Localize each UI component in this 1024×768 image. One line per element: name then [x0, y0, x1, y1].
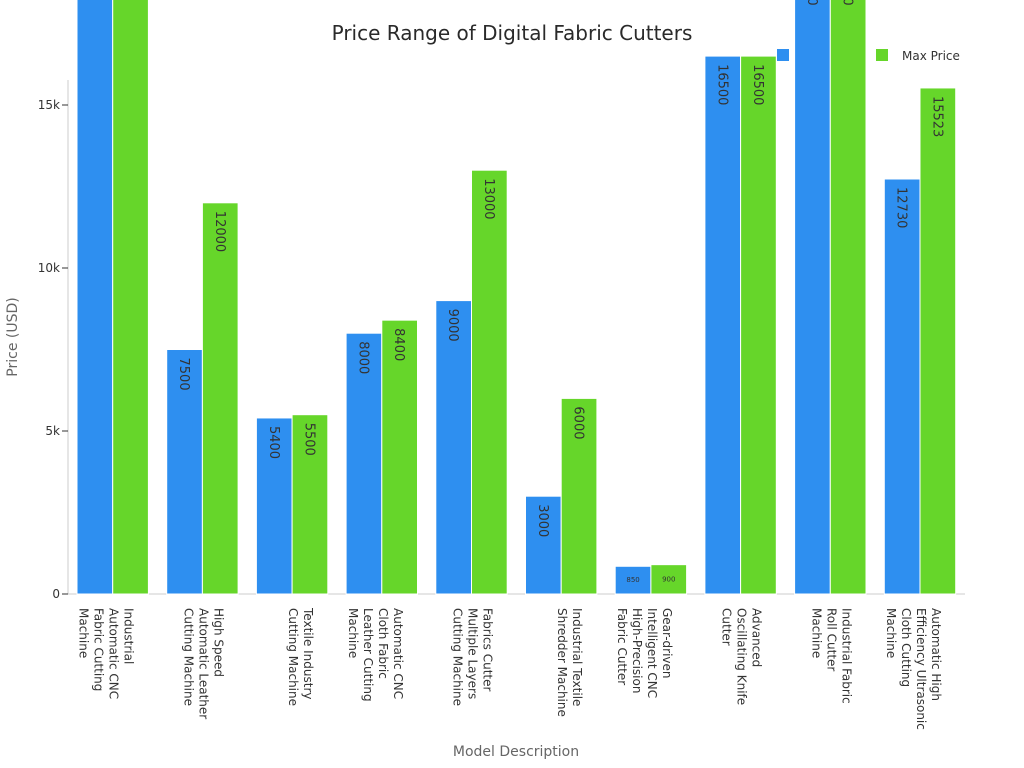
x-category-label: IndustrialAutomatic CNCFabric CuttingMac…	[77, 608, 136, 699]
data-label: 8000	[355, 341, 370, 374]
x-category-label: AdvancedOscillating KnifeCutter	[720, 608, 764, 705]
x-category-label: Textile IndustryCutting Machine	[286, 607, 315, 706]
x-category-label: Gear-drivenIntelligent CNCHigh-Precision…	[615, 608, 674, 698]
data-label: 13000	[481, 178, 496, 219]
x-category-label-line: Cutter	[720, 608, 734, 646]
y-axis-ticks: 05k10k15k20k25k30k	[38, 98, 68, 601]
bar-max-price[interactable]	[381, 319, 418, 595]
bar-min-price[interactable]	[704, 55, 742, 595]
bar-max-price[interactable]	[201, 202, 239, 595]
chart-title: Price Range of Digital Fabric Cutters	[332, 21, 693, 45]
x-category-label-line: Machine	[884, 608, 898, 658]
x-category-label-line: Fabrics Cutter	[481, 608, 495, 691]
y-tick-label: 0	[52, 587, 60, 601]
legend-swatch-max-price[interactable]	[876, 49, 888, 61]
data-label: 16500	[714, 64, 729, 105]
x-category-label-line: Efficiency Ultrasonic	[914, 608, 928, 730]
x-category-label-line: Cloth Fabric	[376, 608, 390, 679]
x-category-label-line: Automatic CNC	[391, 608, 405, 699]
bars-group	[76, 0, 957, 595]
legend-swatch-min-price[interactable]	[777, 49, 789, 61]
bar-min-price[interactable]	[76, 0, 114, 595]
x-category-label-line: Multiple Layers	[466, 608, 480, 699]
data-label: 16500	[750, 64, 765, 105]
x-category-label-line: Fabric Cutter	[615, 608, 629, 685]
data-label: 12730	[894, 187, 909, 228]
x-category-label-line: Machine	[77, 608, 91, 658]
x-category-label-line: Oscillating Knife	[735, 608, 749, 705]
x-category-label-line: Gear-driven	[660, 608, 674, 679]
x-category-label-line: Automatic Leather	[196, 608, 210, 719]
bar-min-price[interactable]	[794, 0, 831, 595]
legend-label-max-price[interactable]: Max Price	[902, 49, 960, 63]
y-axis-title: Price (USD)	[5, 297, 21, 376]
data-label: 15523	[929, 96, 944, 137]
data-label: 9000	[445, 309, 460, 342]
bar-max-price[interactable]	[650, 564, 688, 595]
x-category-label: Industrial FabricRoll CutterMachine	[809, 608, 853, 704]
data-label: 900	[662, 575, 675, 583]
y-tick-label: 10k	[38, 261, 60, 275]
bar-min-price[interactable]	[435, 300, 472, 595]
bar-min-price[interactable]	[166, 349, 203, 595]
x-category-label-line: High Speed	[211, 608, 225, 677]
x-category-label-line: Industrial Textile	[570, 608, 584, 706]
x-category-label-line: Automatic High	[929, 608, 943, 701]
bar-min-price[interactable]	[883, 178, 921, 595]
data-label: 19560	[840, 0, 855, 6]
x-axis-title: Model Description	[453, 744, 579, 760]
x-category-label-line: Intelligent CNC	[645, 608, 659, 698]
data-label: 5500	[301, 423, 316, 456]
y-tick-label: 15k	[38, 98, 60, 112]
x-category-label-line: Leather Cutting	[361, 608, 375, 702]
x-category-label-line: High-Precision	[630, 608, 644, 693]
data-label: 6000	[571, 406, 586, 439]
x-category-label-line: Cutting Machine	[451, 608, 465, 706]
bar-min-price[interactable]	[345, 332, 383, 595]
data-label: 3000	[535, 504, 550, 537]
x-category-label: Industrial TextileShredder Machine	[555, 608, 584, 717]
data-label: 19560	[804, 0, 819, 6]
x-category-label: Fabrics CutterMultiple LayersCutting Mac…	[451, 608, 495, 706]
data-label: 850	[626, 576, 639, 584]
bar-max-price[interactable]	[560, 397, 598, 595]
bar-min-price[interactable]	[614, 565, 652, 595]
x-category-label-line: Cutting Machine	[286, 608, 300, 706]
x-category-label-line: Machine	[809, 608, 823, 658]
x-category-label-line: Machine	[346, 608, 360, 658]
x-category-label-line: Fabric Cutting	[92, 608, 106, 691]
data-label: 5400	[266, 426, 281, 459]
x-category-label: Automatic CNCCloth FabricLeather Cutting…	[346, 608, 405, 702]
bar-max-price[interactable]	[919, 87, 957, 595]
data-label: 8400	[391, 328, 406, 361]
x-category-label: Automatic HighEfficiency UltrasonicCloth…	[884, 608, 943, 730]
y-tick-label: 5k	[45, 424, 60, 438]
data-label: 12000	[212, 211, 227, 252]
data-label: 7500	[176, 358, 191, 391]
x-category-label-line: Roll Cutter	[824, 608, 838, 671]
x-category-label-line: Industrial Fabric	[839, 608, 853, 704]
x-category-label-line: Automatic CNC	[107, 608, 121, 699]
x-category-label-line: Cutting Machine	[181, 608, 195, 706]
bar-max-price[interactable]	[829, 0, 867, 595]
x-category-label-line: Industrial	[122, 608, 136, 664]
x-category-label-line: Advanced	[750, 608, 764, 667]
x-category-label-line: Shredder Machine	[555, 608, 569, 717]
bar-max-price[interactable]	[471, 169, 508, 595]
x-category-label-line: Cloth Cutting	[899, 608, 913, 687]
data-labels-group: 2000030000750012000540055008000840090001…	[176, 0, 944, 584]
x-axis-category-labels: IndustrialAutomatic CNCFabric CuttingMac…	[77, 607, 943, 730]
bar-max-price[interactable]	[740, 55, 777, 595]
bar-max-price[interactable]	[291, 414, 329, 595]
bar-min-price[interactable]	[255, 417, 293, 595]
x-category-label: High SpeedAutomatic LeatherCutting Machi…	[181, 608, 225, 719]
x-category-label-line: Textile Industry	[301, 607, 315, 700]
bar-max-price[interactable]	[112, 0, 149, 595]
